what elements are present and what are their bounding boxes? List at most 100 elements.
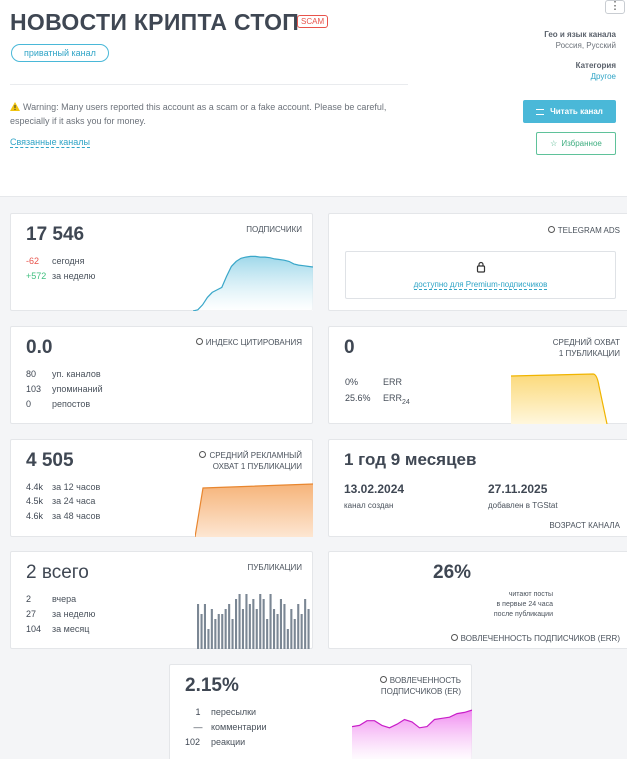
- engagement-line: в первые 24 часа: [496, 601, 554, 608]
- favorite-label: Избранное: [561, 139, 602, 148]
- info-icon: [199, 451, 207, 458]
- created-label: канал создан: [344, 501, 394, 510]
- average-reach-chart: [511, 373, 608, 424]
- category-link[interactable]: Другое: [590, 72, 616, 81]
- average-reach-card[interactable]: 0 СРЕДНИЙ ОХВАТ 1 ПУБЛИКАЦИИ 0% ERR 25.6% E…: [328, 326, 627, 424]
- channel-header: НОВОСТИ КРИПТА СТОП SCAM приватный канал…: [0, 0, 627, 197]
- publications-row: 2 вчера: [26, 594, 76, 604]
- publications-bar: [203, 604, 206, 649]
- publications-bar: [266, 619, 269, 649]
- citation-row-label: репостов: [52, 399, 91, 409]
- er-row: 1 пересылки: [185, 707, 256, 717]
- er-row-label: реакции: [211, 737, 246, 747]
- ad-reach-label-line2: ОХВАТ 1 ПУБЛИКАЦИИ: [212, 462, 302, 471]
- publications-bar: [207, 629, 210, 649]
- publications-bar: [276, 614, 279, 649]
- divider: [10, 84, 408, 85]
- info-icon: [379, 676, 387, 683]
- subs-week: +572 за неделю: [26, 271, 95, 281]
- citation-row-value: 80: [26, 369, 37, 379]
- chart-line: [352, 709, 472, 729]
- premium-lock-box[interactable]: доступно для Premium-подписчиков: [345, 251, 616, 299]
- er-row-label: комментарии: [211, 722, 267, 732]
- err-row: 0% ERR: [345, 377, 402, 387]
- publications-card[interactable]: 2 всего ПУБЛИКАЦИИ 2 вчера 27 за неделю 10…: [10, 551, 313, 649]
- engagement-err-label: ВОВЛЕЧЕННОСТЬ ПОДПИСЧИКОВ (ERR): [450, 633, 620, 644]
- subscribers-chart: [193, 255, 313, 311]
- scam-warning: Warning: Many users reported this accoun…: [10, 100, 410, 128]
- channel-age-card: 1 год 9 месяцев 13.02.2024 канал создан …: [328, 439, 627, 537]
- ad-reach-value: 4 505: [26, 450, 74, 471]
- more-menu-button[interactable]: ⋮: [605, 0, 625, 14]
- ad-reach-row-value: 4.4k: [26, 482, 44, 492]
- citation-row-label: упоминаний: [52, 384, 103, 394]
- warning-text: Warning: Many users reported this accoun…: [10, 102, 387, 126]
- publications-bar: [290, 609, 293, 649]
- telegram-ads-label-text: TELEGRAM ADS: [557, 226, 620, 235]
- subs-today-value: -62: [26, 256, 40, 266]
- engagement-err-card: 26% читают посты в первые 24 часа после …: [328, 551, 627, 649]
- ad-reach-card[interactable]: 4 505 СРЕДНИЙ РЕКЛАМНЫЙ ОХВАТ 1 ПУБЛИКАЦИ…: [10, 439, 313, 537]
- publications-bar: [224, 609, 227, 649]
- geo-value: Россия, Русский: [555, 41, 616, 50]
- publications-bar: [297, 604, 300, 649]
- ad-reach-row-value: 4.5k: [26, 496, 44, 506]
- average-reach-value: 0: [344, 337, 355, 358]
- err24-row: 25.6% ERR24: [345, 393, 410, 406]
- publications-row-value: 27: [26, 609, 37, 619]
- publications-row-label: за неделю: [52, 609, 96, 619]
- publications-bar: [231, 619, 234, 649]
- citation-index-value: 0.0: [26, 337, 53, 358]
- err24-subscript: 24: [402, 398, 410, 406]
- publications-bar: [252, 599, 255, 649]
- publications-bar: [221, 614, 224, 649]
- ad-reach-row-label: за 24 часа: [52, 496, 96, 506]
- citation-row: 80 уп. каналов: [26, 369, 101, 379]
- created-date: 13.02.2024: [344, 482, 405, 496]
- engagement-er-chart: [352, 709, 472, 759]
- publications-row: 104 за месяц: [26, 624, 89, 634]
- publications-bar: [304, 599, 307, 649]
- list-icon: [536, 109, 545, 115]
- subs-today-label: сегодня: [52, 256, 85, 266]
- average-reach-label-line1: СРЕДНИЙ ОХВАТ: [552, 338, 620, 347]
- read-channel-button[interactable]: Читать канал: [523, 100, 616, 123]
- warning-icon: [10, 102, 20, 111]
- subscribers-label: ПОДПИСЧИКИ: [246, 225, 302, 234]
- err24-value: 25.6%: [345, 393, 371, 403]
- category-label: Категория: [575, 61, 616, 70]
- citation-index-card[interactable]: 0.0 ИНДЕКС ЦИТИРОВАНИЯ 80 уп. каналов 103…: [10, 326, 313, 424]
- publications-bar: [262, 599, 265, 649]
- private-channel-badge: приватный канал: [11, 44, 109, 62]
- citation-index-label-text: ИНДЕКС ЦИТИРОВАНИЯ: [205, 338, 302, 347]
- ad-reach-row: 4.4k за 12 часов: [26, 482, 100, 492]
- premium-link-text: доступно для Premium-подписчиков: [413, 280, 548, 290]
- publications-bar: [300, 614, 303, 649]
- engagement-err-value: 26%: [433, 562, 472, 583]
- publications-bar: [197, 604, 200, 649]
- subscribers-card[interactable]: 17 546 ПОДПИСЧИКИ -62 сегодня +572 за неде…: [10, 213, 313, 311]
- channel-age-label: ВОЗРАСТ КАНАЛА: [549, 521, 620, 530]
- ad-reach-row: 4.6k за 48 часов: [26, 511, 100, 521]
- publications-bar: [259, 594, 262, 649]
- engagement-er-card[interactable]: 2.15% ВОВЛЕЧЕННОСТЬ ПОДПИСЧИКОВ (ER) 1 пер…: [169, 664, 472, 759]
- added-label: добавлен в TGStat: [488, 501, 558, 510]
- premium-link[interactable]: доступно для Premium-подписчиков: [346, 280, 615, 290]
- publications-bar: [269, 594, 272, 649]
- subscribers-count: 17 546: [26, 224, 85, 245]
- engagement-er-value: 2.15%: [185, 675, 239, 696]
- engagement-err-label-text: ВОВЛЕЧЕННОСТЬ ПОДПИСЧИКОВ (ERR): [460, 634, 620, 643]
- subs-week-value: +572: [26, 271, 47, 281]
- publications-bar: [210, 609, 213, 649]
- er-row: 102 реакции: [185, 737, 245, 747]
- publications-bar: [214, 619, 217, 649]
- publications-bar: [283, 604, 286, 649]
- favorite-button[interactable]: ☆ Избранное: [536, 132, 616, 155]
- related-channels-link[interactable]: Связанные каналы: [10, 137, 90, 148]
- publications-chart: [197, 594, 310, 649]
- ad-reach-row-value: 4.6k: [26, 511, 44, 521]
- telegram-ads-card: TELEGRAM ADS доступно для Premium-подпис…: [328, 213, 627, 311]
- er-row: — комментарии: [185, 722, 267, 732]
- engagement-line: после публикации: [493, 611, 553, 618]
- citation-row-label: уп. каналов: [52, 369, 101, 379]
